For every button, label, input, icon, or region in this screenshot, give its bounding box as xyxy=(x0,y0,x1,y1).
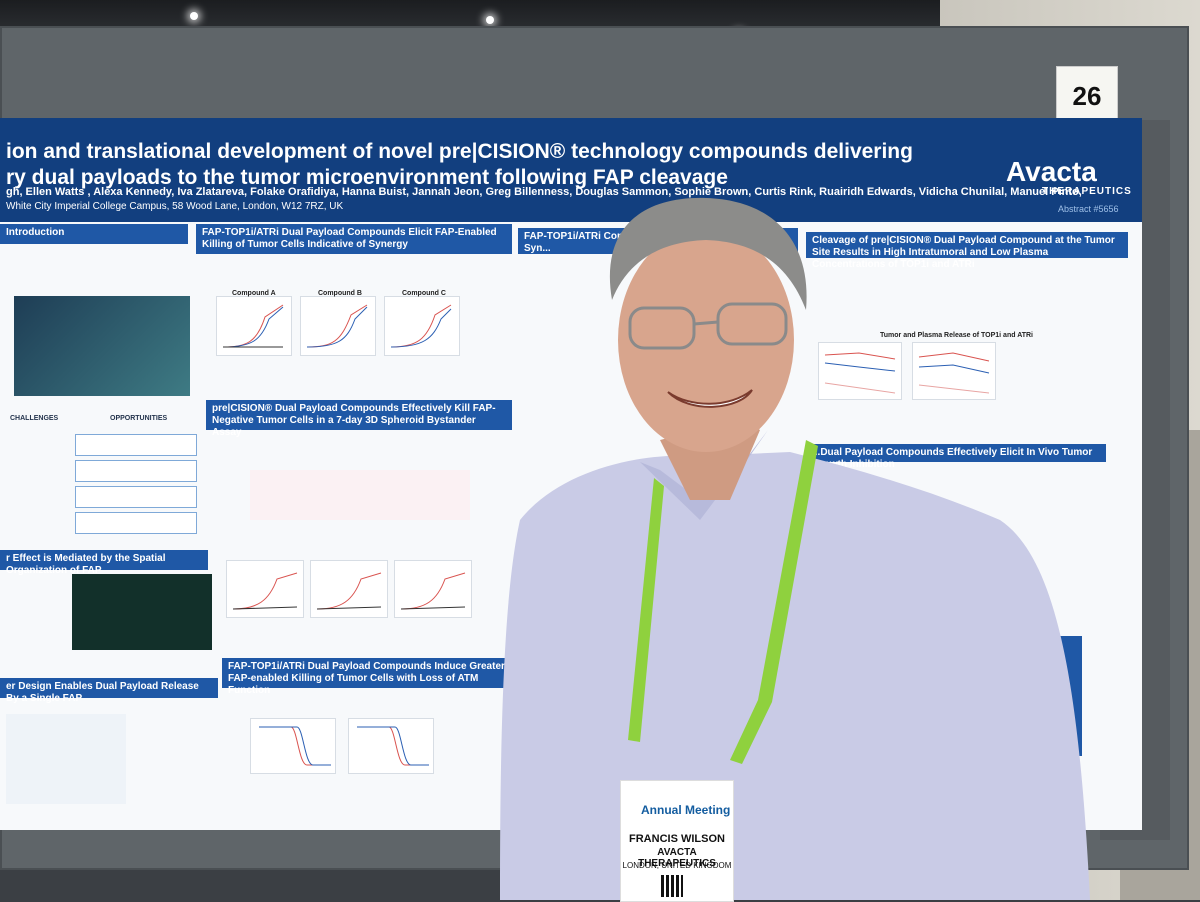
section-introduction: Introduction xyxy=(0,224,188,244)
brand-subtitle: THERAPEUTICS xyxy=(1042,186,1132,197)
section-cleavage: Cleavage of pre|CISION® Dual Payload Com… xyxy=(806,232,1128,270)
poster-address: White City Imperial College Campus, 58 W… xyxy=(6,201,344,212)
badge-event: Annual Meeting xyxy=(641,803,731,817)
section-invivo: ...Dual Payload Compounds Effectively El… xyxy=(806,444,1106,470)
opportunity-box xyxy=(75,512,197,534)
atm-plot-c xyxy=(348,718,434,774)
killing-plot-b xyxy=(300,296,376,356)
glasses-bridge xyxy=(693,320,719,326)
opportunity-box xyxy=(75,486,197,508)
qr-code-icon xyxy=(661,875,683,897)
spheroid-plot-c xyxy=(394,560,472,618)
poster-header: ion and translational development of nov… xyxy=(0,118,1142,222)
section-linker: er Design Enables Dual Payload Release B… xyxy=(0,678,218,704)
opportunity-box xyxy=(75,434,197,456)
badge-organization: AVACTA THERAPEUTICS xyxy=(638,847,716,869)
poster-title-line2: ry dual payloads to the tumor microenvir… xyxy=(6,166,728,189)
atm-plot-b xyxy=(250,718,336,774)
poster-title-line1: ion and translational development of nov… xyxy=(6,140,913,163)
glasses-lens-left xyxy=(628,306,696,350)
section-atm: FAP-TOP1i/ATRi Dual Payload Compounds In… xyxy=(222,658,512,696)
spheroid-assay-diagram xyxy=(250,470,470,520)
linker-figure xyxy=(6,714,126,804)
badge-name: FRANCIS WILSON xyxy=(629,833,725,845)
ceiling-light xyxy=(190,12,198,20)
plot-title-compound-c: Compound C xyxy=(402,290,446,297)
challenges-heading: CHALLENGES xyxy=(10,415,59,422)
poster-authors: gh, Ellen Watts , Alexa Kennedy, Iva Zla… xyxy=(6,186,1082,198)
glasses-lens-right xyxy=(716,302,788,346)
tumor-plasma-plot-a xyxy=(818,342,902,400)
section-killing: FAP-TOP1i/ATRi Dual Payload Compounds El… xyxy=(196,224,512,254)
tumor-plasma-plot-b xyxy=(912,342,996,400)
opportunities-heading: OPPORTUNITIES xyxy=(110,415,168,422)
hair xyxy=(609,197,807,310)
intro-figure xyxy=(14,296,190,396)
poster-number-card: 26 xyxy=(1056,66,1118,126)
badge-location: LONDON, UNITED KINGDOM xyxy=(622,861,732,870)
plot-title-compound-a: Compound A xyxy=(232,290,276,297)
plot-title-compound-b: Compound B xyxy=(318,290,362,297)
lanyard-right xyxy=(730,440,818,764)
killing-plot-c xyxy=(384,296,460,356)
spheroid-plot-b xyxy=(310,560,388,618)
tumor-plasma-label: Tumor and Plasma Release of TOP1i and AT… xyxy=(880,332,1034,339)
smile xyxy=(667,389,753,408)
spheroid-plot-a xyxy=(226,560,304,618)
killing-plot-a xyxy=(216,296,292,356)
face xyxy=(618,228,794,452)
name-badge: Annual Meeting FRANCIS WILSON AVACTA THE… xyxy=(620,780,734,902)
section-spatial: r Effect is Mediated by the Spatial Orga… xyxy=(0,550,208,576)
abstract-number: Abstract #5656 xyxy=(1058,204,1119,214)
authors-line1: gh, Ellen Watts , Alexa Kennedy, Iva Zla… xyxy=(6,186,1082,198)
opportunity-box xyxy=(75,460,197,482)
lanyard-left xyxy=(628,478,664,742)
collar xyxy=(640,430,768,520)
brand-logo: Avacta xyxy=(1006,156,1097,187)
spatial-figure xyxy=(72,574,212,650)
section-spheroid: pre|CISION® Dual Payload Compounds Effec… xyxy=(206,400,512,438)
ceiling-light xyxy=(486,16,494,24)
